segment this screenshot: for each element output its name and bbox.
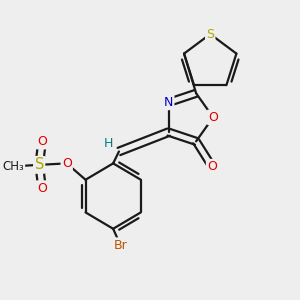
- Text: CH₃: CH₃: [2, 160, 24, 173]
- Text: Br: Br: [113, 238, 127, 252]
- Text: O: O: [37, 182, 47, 194]
- Text: H: H: [103, 137, 112, 150]
- Text: N: N: [164, 96, 173, 109]
- Text: O: O: [62, 157, 72, 170]
- Text: S: S: [34, 158, 44, 172]
- Text: O: O: [207, 160, 217, 173]
- Text: O: O: [208, 111, 218, 124]
- Text: S: S: [206, 28, 214, 40]
- Text: O: O: [37, 135, 47, 148]
